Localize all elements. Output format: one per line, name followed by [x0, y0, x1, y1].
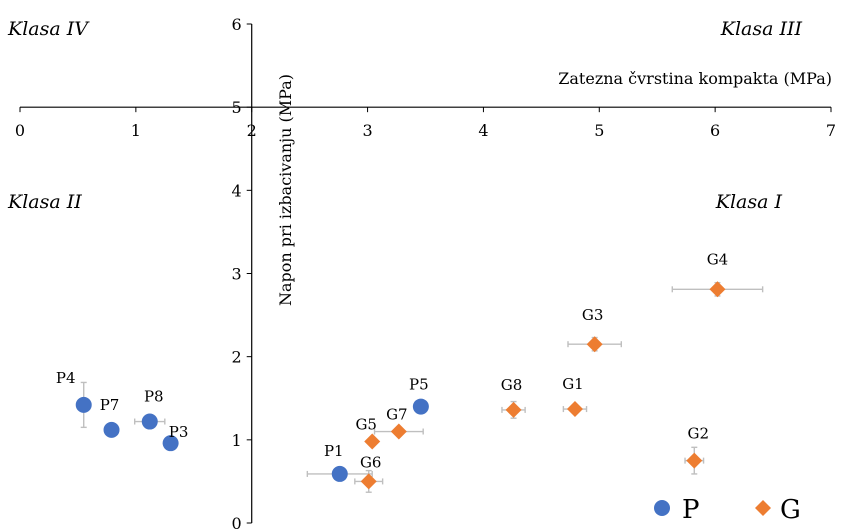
diamond-point-g3: [586, 336, 603, 353]
circle-point-p3: [162, 435, 179, 452]
diamond-point-g7: [390, 423, 407, 440]
point-label-g4: G4: [707, 250, 729, 268]
point-label-p7: P7: [100, 396, 120, 414]
x-tick-label: 3: [362, 121, 372, 140]
y-tick-label: 0: [232, 514, 242, 531]
x-tick-label: 6: [710, 121, 720, 140]
point-label-g2: G2: [688, 425, 710, 443]
circle-point-p4: [75, 396, 92, 413]
y-tick-label: 2: [232, 348, 242, 367]
diamond-point-g2: [686, 452, 703, 469]
point-label-p3: P3: [169, 423, 189, 441]
point-label-g6: G6: [360, 453, 382, 471]
diamond-point-g6: [360, 473, 377, 490]
data-points: [75, 281, 726, 490]
x-tick-label: 0: [15, 121, 25, 140]
point-labels: P1 P3 P4 P5 P7 P8 G1 G2 G3 G4 G5 G6 G7 G8: [56, 250, 728, 471]
circle-point-p8: [141, 413, 158, 430]
legend-marker-g: [755, 500, 771, 516]
diamond-point-g1: [566, 401, 583, 418]
y-tick-label: 3: [232, 265, 242, 284]
x-tick-label: 7: [826, 121, 836, 140]
legend-label-g: G: [780, 495, 801, 525]
y-tick-label: 6: [232, 15, 242, 34]
y-tick-label: 1: [232, 431, 242, 450]
circle-point-p1: [331, 465, 348, 482]
point-label-g1: G1: [562, 375, 584, 393]
point-label-p5: P5: [409, 376, 429, 394]
x-tick-label: 1: [131, 121, 141, 140]
axes: 0 1 2 3 4 5 6 7 0 1 2 3 4 5 6: [15, 15, 836, 531]
x-tick-label: 2: [247, 121, 257, 140]
point-label-p8: P8: [144, 388, 164, 406]
quadrant-label-klasa-iii: Klasa III: [720, 18, 803, 40]
point-label-g5: G5: [355, 415, 377, 433]
diamond-point-g5: [364, 433, 381, 450]
y-axis-title: Napon pri izbacivanju (MPa): [276, 74, 295, 306]
point-label-g7: G7: [386, 406, 408, 424]
point-label-p4: P4: [56, 369, 76, 387]
x-tick-label: 4: [478, 121, 488, 140]
diamond-point-g8: [505, 401, 522, 418]
quadrant-label-klasa-iv: Klasa IV: [7, 18, 90, 40]
quadrant-label-klasa-i: Klasa I: [715, 191, 783, 213]
y-tick-label: 4: [232, 181, 242, 200]
diamond-point-g4: [709, 281, 726, 298]
legend-marker-p: [654, 500, 670, 516]
point-label-g3: G3: [582, 306, 604, 324]
legend-label-p: P: [682, 495, 700, 525]
quadrant-label-klasa-ii: Klasa II: [7, 191, 82, 213]
circle-point-p5: [412, 398, 429, 415]
point-label-p1: P1: [324, 442, 344, 460]
x-axis-title: Zatezna čvrstina kompakta (MPa): [558, 69, 832, 88]
x-tick-label: 5: [594, 121, 604, 140]
y-tick-label: 5: [232, 98, 242, 117]
circle-point-p7: [103, 421, 120, 438]
point-label-g8: G8: [501, 376, 523, 394]
